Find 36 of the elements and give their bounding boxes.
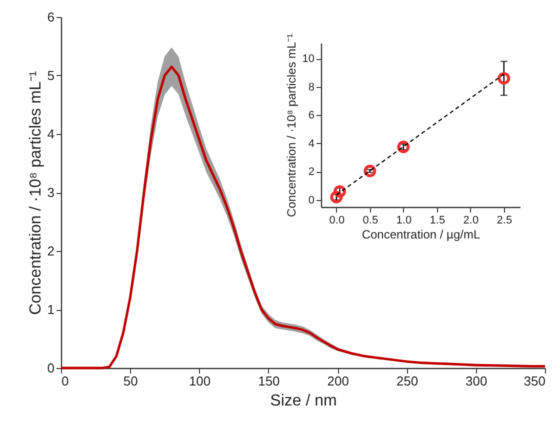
y-tick-label: 1	[47, 302, 54, 317]
x-tick-label: 0	[62, 374, 69, 388]
point	[334, 185, 346, 198]
x-tick-label: 250	[396, 374, 418, 388]
x-tick-label: 1.0	[396, 214, 412, 226]
x-tick-label: 200	[327, 374, 349, 388]
y-tick-label: 5	[47, 68, 54, 83]
point	[397, 140, 410, 154]
y-tick-label: 2	[47, 244, 54, 258]
y-tick-label: 0	[47, 360, 54, 376]
y-tick-label: 8	[308, 81, 314, 94]
y-tick-label: 2	[308, 166, 314, 178]
y-tick-label: 10	[302, 53, 314, 66]
x-tick-label: 100	[188, 374, 211, 388]
y-axis-title: Concentration / ·10⁸ particles mL⁻¹	[284, 34, 298, 218]
y-tick-label: 3	[47, 185, 54, 200]
x-axis-title: Concentration / µg/mL	[362, 228, 480, 242]
y-tick-label: 0	[308, 194, 314, 206]
y-axis-title: Concentration / ·10⁸ particles mL⁻¹	[27, 71, 44, 315]
x-tick-label: 350	[524, 374, 546, 388]
x-tick-label: 0.0	[329, 214, 345, 226]
x-tick-label: 1.5	[430, 214, 446, 226]
y-tick-label: 6	[47, 10, 54, 24]
point	[330, 190, 343, 204]
point	[498, 72, 510, 85]
y-tick-label: 6	[308, 110, 314, 122]
x-tick-label: 50	[123, 374, 138, 388]
x-tick-label: 300	[466, 374, 488, 388]
point	[364, 164, 376, 178]
x-tick-label: 150	[258, 374, 280, 388]
x-tick-label: 2.5	[496, 214, 512, 226]
x-tick-label: 2.0	[463, 214, 479, 226]
x-tick-label: 0.5	[362, 214, 378, 226]
y-tick-label: 4	[47, 126, 54, 142]
x-axis-title: Size / nm	[270, 392, 337, 410]
y-tick-label: 4	[308, 138, 314, 150]
